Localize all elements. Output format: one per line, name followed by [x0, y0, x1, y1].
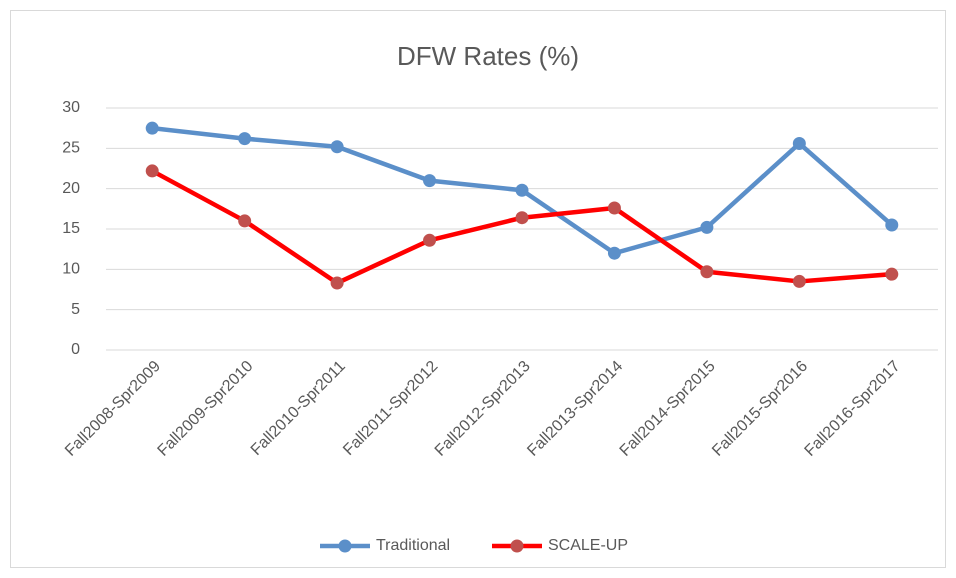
- data-point: [607, 246, 621, 260]
- data-point: [330, 140, 344, 154]
- y-tick-label: 15: [62, 220, 80, 237]
- data-point: [330, 276, 344, 290]
- y-tick-label: 30: [62, 99, 80, 116]
- chart-border: [10, 10, 946, 568]
- data-point: [423, 233, 437, 247]
- data-point: [515, 211, 529, 225]
- data-point: [885, 218, 899, 232]
- y-tick-label: 0: [71, 341, 80, 358]
- data-point: [792, 136, 806, 150]
- data-point: [515, 183, 529, 197]
- data-point: [700, 265, 714, 279]
- y-tick-label: 5: [71, 301, 80, 318]
- chart-title: DFW Rates (%): [397, 41, 579, 71]
- legend-label: SCALE-UP: [548, 537, 628, 554]
- legend-label: Traditional: [376, 537, 450, 554]
- data-point: [238, 214, 252, 228]
- y-tick-label: 10: [62, 261, 80, 278]
- legend-marker: [510, 539, 524, 553]
- data-point: [423, 174, 437, 188]
- data-point: [792, 274, 806, 288]
- y-tick-label: 25: [62, 140, 80, 157]
- y-tick-label: 20: [62, 180, 80, 197]
- data-point: [607, 201, 621, 215]
- data-point: [145, 164, 159, 178]
- data-point: [700, 220, 714, 234]
- data-point: [145, 121, 159, 135]
- data-point: [238, 132, 252, 146]
- legend-marker: [338, 539, 352, 553]
- data-point: [885, 267, 899, 281]
